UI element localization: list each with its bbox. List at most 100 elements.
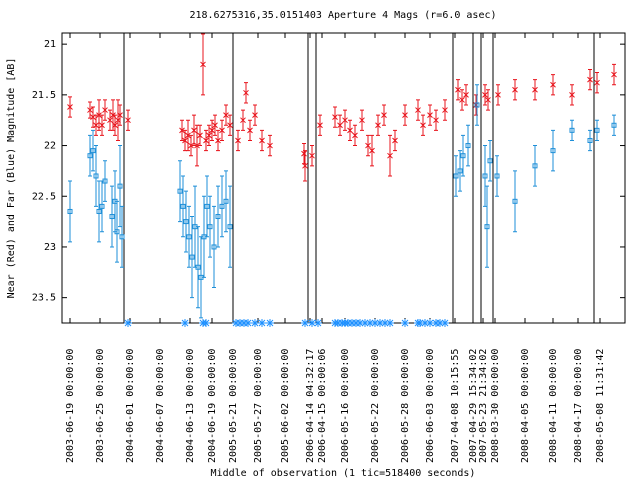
point bbox=[474, 102, 480, 108]
point bbox=[227, 224, 233, 230]
limit-stroke bbox=[244, 319, 252, 327]
point bbox=[387, 152, 393, 159]
limit-marker bbox=[436, 319, 444, 327]
point bbox=[460, 153, 466, 159]
chart-title: 218.6275316,35.0151403 Aperture 4 Mags (… bbox=[189, 10, 496, 21]
error-bar bbox=[466, 124, 470, 167]
point bbox=[117, 112, 123, 118]
error-bar bbox=[68, 180, 72, 243]
limit-marker bbox=[244, 319, 252, 327]
point bbox=[194, 142, 200, 149]
limit-stroke bbox=[181, 319, 189, 327]
limit-stroke bbox=[124, 319, 132, 327]
point bbox=[102, 107, 108, 113]
error-bar bbox=[533, 145, 537, 187]
error-bar bbox=[570, 119, 574, 141]
point bbox=[243, 89, 249, 96]
x-tick-label: 2007-05-23 21:34:02 bbox=[478, 349, 489, 463]
point bbox=[459, 97, 465, 103]
point bbox=[87, 153, 93, 159]
limit-stroke bbox=[371, 319, 379, 327]
limit-stroke bbox=[356, 319, 364, 327]
point bbox=[402, 112, 408, 118]
point bbox=[495, 91, 501, 98]
x-tick-label: 2006-05-22 00:00:00 bbox=[370, 349, 381, 463]
limit-stroke bbox=[366, 319, 374, 327]
error-bar bbox=[488, 139, 492, 182]
point bbox=[512, 86, 518, 93]
point bbox=[252, 112, 258, 118]
point bbox=[191, 127, 197, 134]
point bbox=[177, 188, 183, 194]
point bbox=[302, 162, 308, 169]
point bbox=[365, 142, 371, 149]
point bbox=[93, 173, 99, 179]
limit-stroke bbox=[421, 319, 429, 327]
point bbox=[197, 132, 203, 139]
error-bar bbox=[202, 195, 206, 278]
point bbox=[494, 173, 500, 179]
point bbox=[309, 152, 315, 159]
x-tick-label: 2008-05-08 11:31:42 bbox=[595, 349, 606, 463]
point bbox=[200, 61, 206, 68]
point bbox=[93, 122, 99, 129]
x-tick-label: 2008-04-05 00:00:00 bbox=[520, 349, 531, 463]
point bbox=[512, 198, 518, 204]
limit-marker bbox=[401, 319, 409, 327]
point bbox=[352, 132, 358, 139]
point bbox=[206, 132, 212, 139]
limit-stroke bbox=[202, 319, 210, 327]
point bbox=[455, 86, 461, 93]
point bbox=[420, 122, 426, 129]
limit-marker bbox=[371, 319, 379, 327]
point bbox=[465, 143, 471, 149]
point bbox=[532, 163, 538, 169]
point bbox=[223, 198, 229, 204]
limit-stroke bbox=[308, 319, 316, 327]
y-axis-label: Near (Red) and Far (Blue) Magnitude [AB] bbox=[6, 58, 17, 299]
error-bar bbox=[208, 195, 212, 258]
error-bar bbox=[88, 134, 92, 177]
point bbox=[235, 137, 241, 144]
point bbox=[317, 122, 323, 129]
point bbox=[433, 117, 439, 124]
point bbox=[219, 203, 225, 209]
error-bar bbox=[190, 216, 194, 299]
error-bar bbox=[110, 185, 114, 248]
point bbox=[611, 122, 617, 128]
point bbox=[223, 112, 229, 118]
point bbox=[99, 122, 105, 129]
error-bar bbox=[178, 160, 182, 223]
point bbox=[102, 178, 108, 184]
plot-frame bbox=[61, 32, 626, 324]
point bbox=[96, 112, 102, 118]
error-bar bbox=[220, 175, 224, 238]
x-tick-label: 2004-06-13 00:00:00 bbox=[185, 349, 196, 463]
limit-marker bbox=[251, 319, 259, 327]
x-tick-label: 2008-04-11 00:00:00 bbox=[548, 349, 559, 463]
point bbox=[587, 137, 593, 143]
x-tick-label: 2004-06-01 00:00:00 bbox=[125, 349, 136, 463]
point bbox=[485, 97, 491, 103]
limit-stroke bbox=[426, 319, 434, 327]
limit-stroke bbox=[386, 319, 394, 327]
x-tick-label: 2006-05-16 00:00:00 bbox=[340, 349, 351, 463]
limit-stroke bbox=[314, 319, 322, 327]
limit-stroke bbox=[301, 319, 309, 327]
point bbox=[369, 147, 375, 154]
error-bar bbox=[461, 134, 465, 177]
point bbox=[569, 91, 575, 98]
x-tick-label: 2004-06-19 00:00:00 bbox=[207, 349, 218, 463]
y-tick-label: 23 bbox=[44, 242, 56, 253]
y-tick-label: 22.5 bbox=[32, 191, 56, 202]
point bbox=[114, 229, 120, 235]
error-bar bbox=[228, 185, 232, 268]
error-bar bbox=[588, 129, 592, 152]
error-bar bbox=[187, 205, 191, 268]
point bbox=[457, 168, 463, 174]
error-bar bbox=[118, 145, 122, 228]
error-bar bbox=[483, 145, 487, 207]
point bbox=[119, 234, 125, 240]
error-bar bbox=[115, 200, 119, 263]
limit-stroke bbox=[266, 319, 274, 327]
